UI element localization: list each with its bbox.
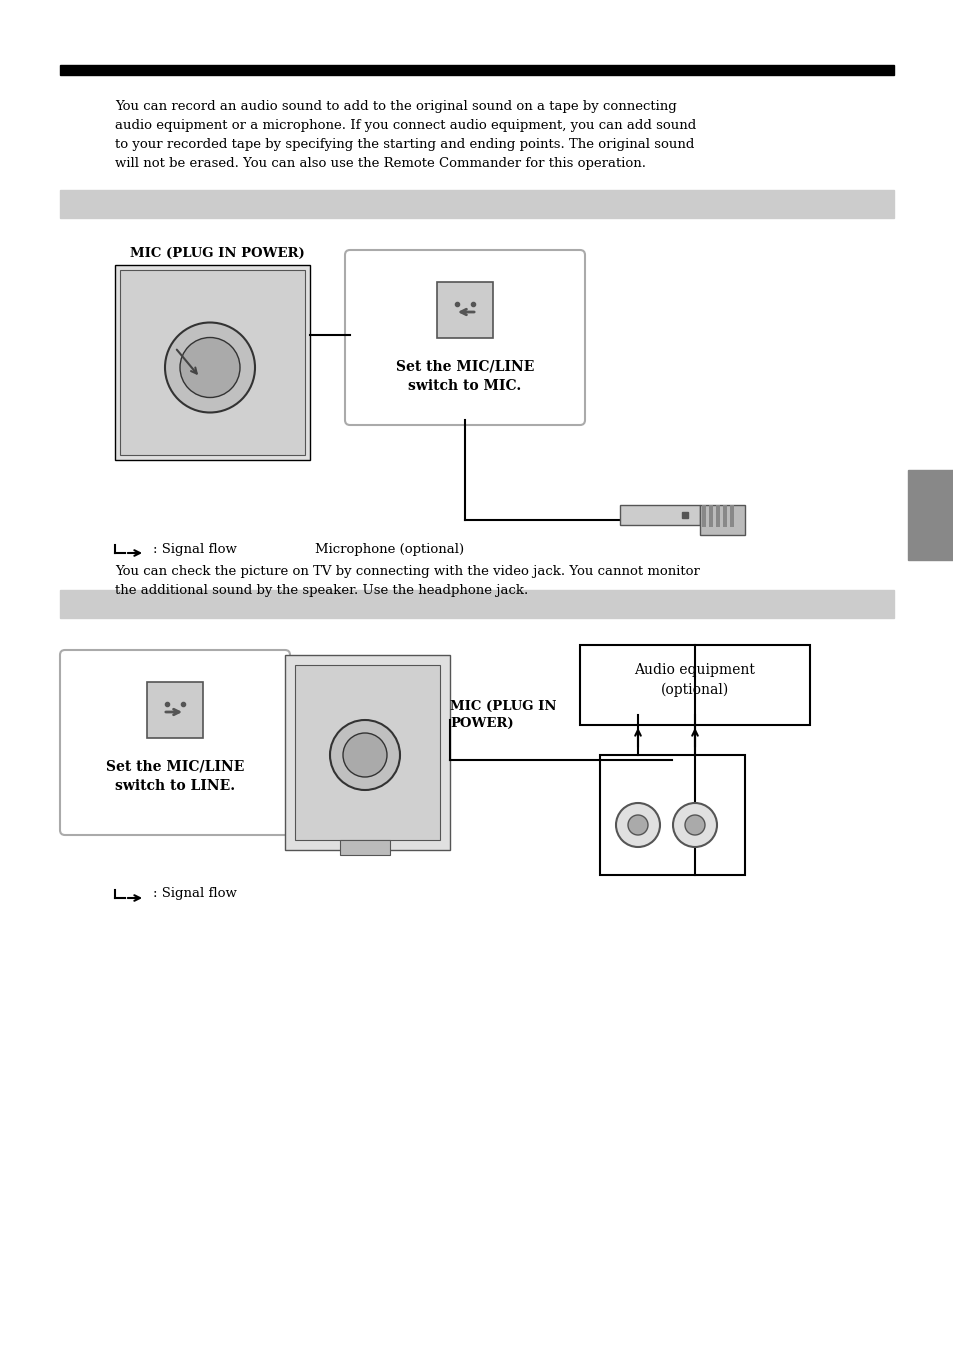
FancyBboxPatch shape (60, 650, 290, 836)
Circle shape (343, 733, 387, 777)
Circle shape (672, 803, 717, 846)
Bar (722, 506, 726, 527)
Text: : Signal flow: : Signal flow (152, 887, 236, 900)
Text: MIC (PLUG IN
POWER): MIC (PLUG IN POWER) (450, 700, 556, 730)
Text: Audio equipment
(optional): Audio equipment (optional) (634, 662, 755, 698)
Bar (619, 506, 700, 525)
Circle shape (627, 815, 647, 836)
Bar (729, 506, 733, 527)
Circle shape (165, 323, 254, 412)
Bar (60, 589, 893, 618)
Text: You can record an audio sound to add to the original sound on a tape by connecti: You can record an audio sound to add to … (115, 100, 696, 170)
Text: Set the MIC/LINE
switch to MIC.: Set the MIC/LINE switch to MIC. (395, 360, 534, 393)
Bar (294, 665, 439, 840)
FancyBboxPatch shape (345, 250, 584, 425)
Text: : Signal flow: : Signal flow (152, 542, 236, 556)
Bar (700, 506, 744, 535)
Bar (115, 265, 310, 460)
Circle shape (180, 338, 240, 397)
Text: MIC (PLUG IN POWER): MIC (PLUG IN POWER) (130, 247, 304, 260)
Text: Microphone (optional): Microphone (optional) (314, 542, 464, 556)
Bar (60, 65, 893, 74)
Bar (339, 840, 390, 854)
Bar (285, 654, 450, 850)
Bar (579, 645, 809, 725)
Circle shape (330, 721, 399, 790)
Circle shape (684, 815, 704, 836)
Bar (708, 506, 712, 527)
Bar (120, 270, 305, 456)
Circle shape (616, 803, 659, 846)
Bar (60, 191, 893, 218)
Bar (599, 754, 744, 875)
Bar (147, 681, 203, 738)
Text: Set the MIC/LINE
switch to LINE.: Set the MIC/LINE switch to LINE. (106, 760, 244, 794)
Bar (436, 283, 493, 338)
Bar (907, 470, 953, 560)
Bar (716, 506, 720, 527)
Text: You can check the picture on TV by connecting with the video jack. You cannot mo: You can check the picture on TV by conne… (115, 565, 700, 598)
Bar (701, 506, 705, 527)
